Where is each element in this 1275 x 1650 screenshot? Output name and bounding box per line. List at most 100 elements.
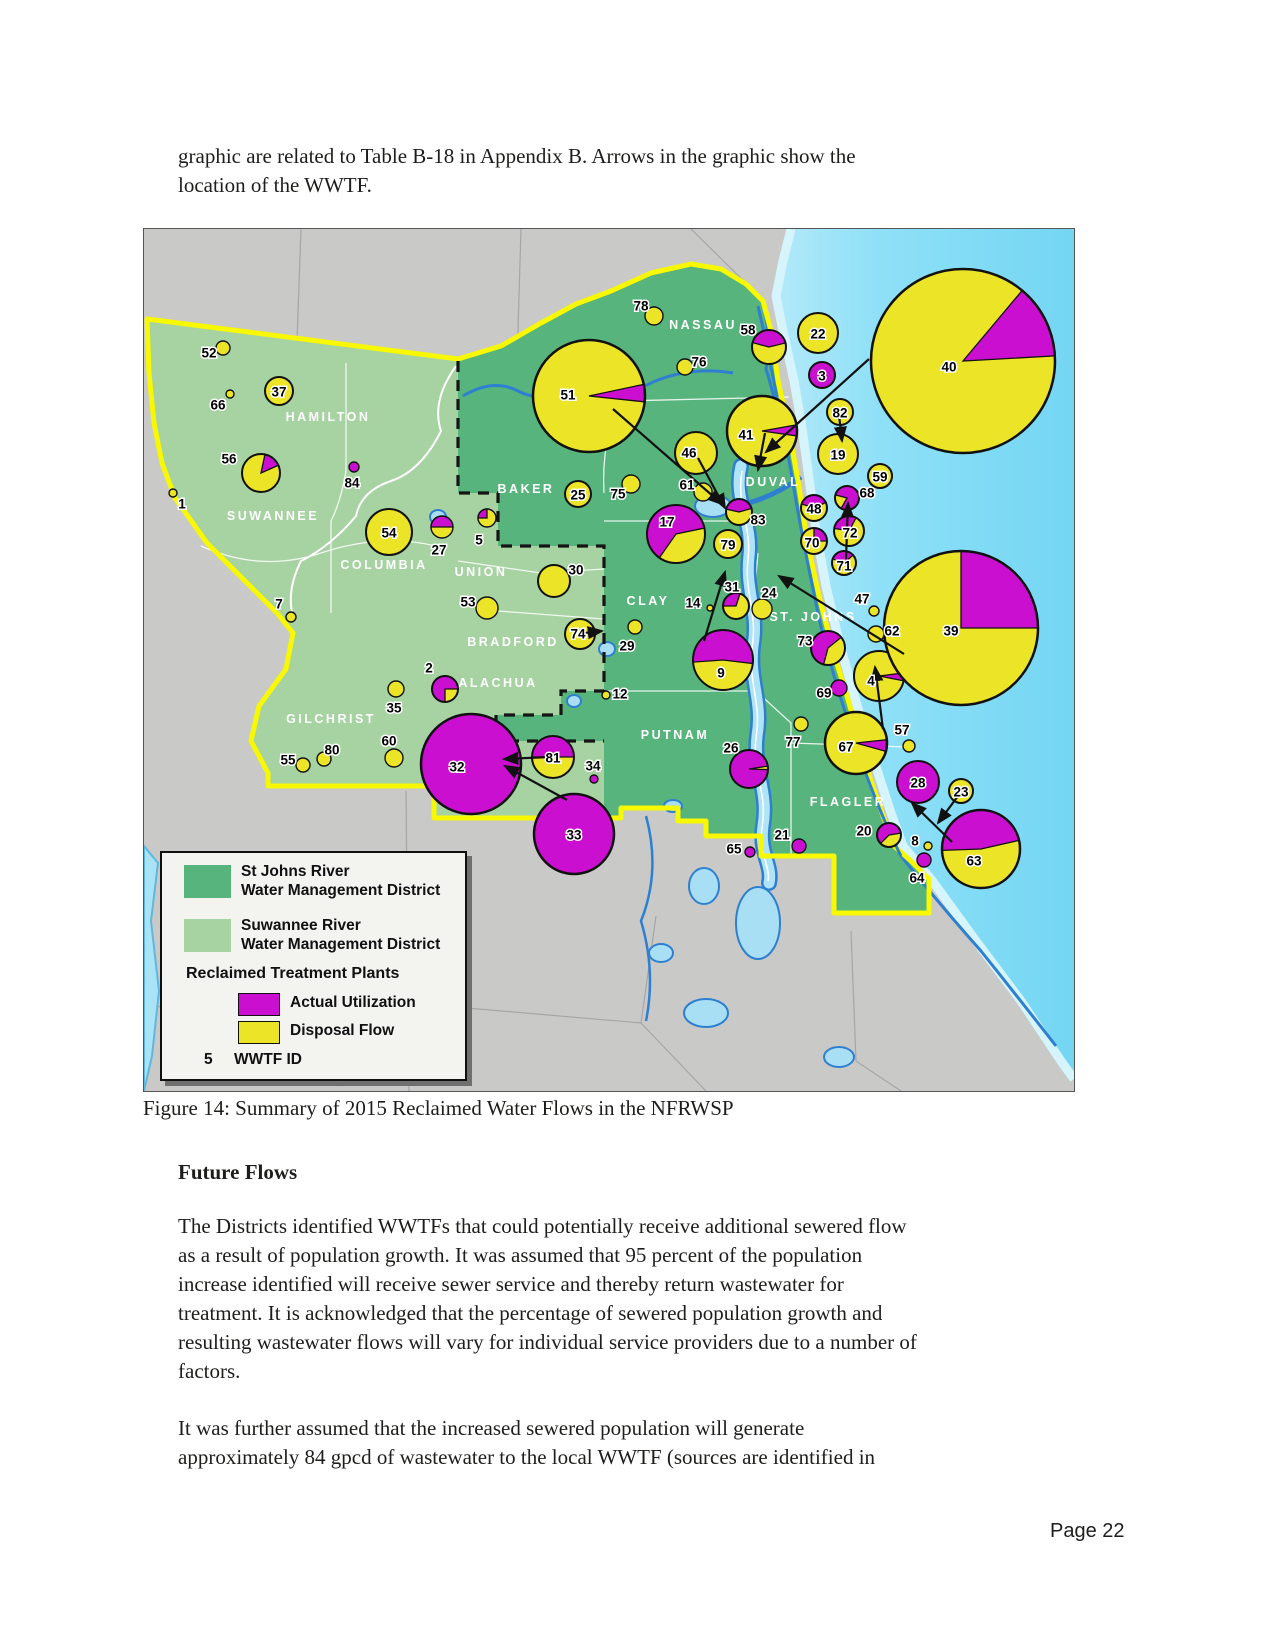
- wwtf-id-79: 79: [720, 538, 735, 553]
- wwtf-id-47: 47: [854, 592, 869, 607]
- wwtf-pie-84: [348, 461, 360, 473]
- county-labels-layer: HAMILTON SUWANNEE COLUMBIA BAKER UNION BRADFO…: [227, 318, 887, 809]
- wwtf-pie-66: [225, 389, 235, 399]
- county-label: GILCHRIST: [286, 712, 376, 726]
- wwtf-pie-58: [751, 329, 787, 365]
- wwtf-id-81: 81: [545, 751, 561, 766]
- wwtf-id-74: 74: [570, 627, 586, 642]
- disposal-flow-label: Disposal Flow: [290, 1022, 395, 1039]
- figure-caption: Figure 14: Summary of 2015 Reclaimed Wat…: [143, 1096, 734, 1120]
- wwtf-pie-63: [940, 808, 1022, 890]
- wwtf-pie-53: [475, 596, 499, 620]
- wwtf-id-83: 83: [750, 513, 766, 528]
- wwtf-id-53: 53: [460, 595, 476, 610]
- actual-utilization-label: Actual Utilization: [290, 994, 416, 1011]
- county-label: FLAGLER: [810, 795, 887, 809]
- wwtf-pie-25: [564, 480, 592, 508]
- wwtf-pie-30: [537, 564, 571, 598]
- wwtf-id-62: 62: [884, 624, 899, 639]
- wwtf-id-4: 4: [867, 674, 875, 689]
- wwtf-pie-72: [833, 515, 865, 547]
- wwtf-id-40: 40: [941, 360, 956, 375]
- page-number: Page 22: [1050, 1520, 1125, 1542]
- county-label: PUTNAM: [641, 728, 709, 742]
- county-label: UNION: [455, 565, 508, 579]
- wwtf-id-34: 34: [585, 759, 601, 774]
- wwtf-id-66: 66: [210, 398, 226, 413]
- wwtf-id-55: 55: [280, 753, 296, 768]
- wwtf-id-24: 24: [761, 586, 777, 601]
- wwtf-pie-3: [808, 361, 836, 389]
- county-label: BAKER: [498, 482, 555, 496]
- intro-paragraph: graphic are related to Table B-18 in App…: [178, 144, 856, 197]
- wwtf-pie-80: [316, 751, 332, 767]
- county-label: HAMILTON: [286, 410, 371, 424]
- wwtf-id-60: 60: [381, 734, 396, 749]
- wwtf-pie-83: [725, 498, 753, 526]
- wwtf-pie-8: [923, 841, 933, 851]
- county-label: ALACHUA: [458, 676, 537, 690]
- wwtf-pie-46: [674, 431, 718, 475]
- srwmd-label: Suwannee River Water Management District: [241, 917, 441, 953]
- wwtf-id-68: 68: [859, 486, 875, 501]
- wwtf-id-2: 2: [425, 661, 433, 676]
- wwtf-id-76: 76: [691, 355, 707, 370]
- wwtf-pie-79: [713, 529, 743, 559]
- wwtf-pie-23: [948, 778, 974, 804]
- wwtf-pie-69: [830, 679, 848, 697]
- map-legend: St Johns River Water Management District…: [160, 851, 467, 1081]
- wwtf-id-12: 12: [612, 687, 627, 702]
- county-label: SUWANNEE: [227, 509, 319, 523]
- wwtf-pie-26: [729, 749, 769, 789]
- wwtf-arrows-layer: [501, 358, 959, 843]
- wwtf-location-arrow: [870, 664, 885, 730]
- wwtf-id-3: 3: [818, 369, 826, 384]
- wwtf-pie-54: [365, 508, 413, 556]
- sjrwmd-swatch: [184, 865, 231, 898]
- wwtf-id-52: 52: [201, 346, 216, 361]
- wwtf-id-29: 29: [619, 639, 634, 654]
- wwtf-id-9: 9: [717, 666, 725, 681]
- wwtf-pie-37: [264, 376, 294, 406]
- wwtf-id-78: 78: [633, 299, 649, 314]
- wwtf-pie-31: [722, 592, 750, 620]
- wwtf-pie-60: [384, 748, 404, 768]
- wwtf-id-84: 84: [344, 476, 360, 491]
- wwtf-pie-33: [532, 792, 616, 876]
- wwtf-id-symbol: 5: [204, 1051, 213, 1068]
- wwtf-location-arrow: [840, 500, 855, 560]
- wwtf-id-67: 67: [838, 740, 853, 755]
- wwtf-location-arrow: [764, 358, 870, 454]
- wwtf-id-22: 22: [810, 327, 825, 342]
- wwtf-id-51: 51: [560, 388, 576, 403]
- wwtf-id-33: 33: [566, 828, 582, 843]
- wwtf-location-arrow: [584, 626, 605, 640]
- wwtf-id-39: 39: [943, 624, 958, 639]
- wwtf-location-arrow: [936, 795, 959, 825]
- wwtf-pie-29: [627, 619, 643, 635]
- wwtf-id-72: 72: [842, 526, 857, 541]
- wwtf-location-arrow: [833, 414, 847, 444]
- wwtf-id-26: 26: [723, 741, 739, 756]
- wwtf-pie-76: [676, 358, 694, 376]
- wwtf-location-arrow: [501, 751, 551, 765]
- wwtf-id-63: 63: [966, 854, 982, 869]
- body-paragraph-1: The Districts identified WWTFs that coul…: [178, 1214, 917, 1383]
- wwtf-id-56: 56: [221, 452, 237, 467]
- wwtf-id-71: 71: [836, 559, 852, 574]
- legend-section-title: Reclaimed Treatment Plants: [186, 965, 400, 982]
- wwtf-id-64: 64: [909, 871, 925, 886]
- wwtf-id-31: 31: [724, 580, 740, 595]
- wwtf-id-28: 28: [910, 776, 926, 791]
- county-label: CLAY: [627, 594, 670, 608]
- wwtf-pie-14: [706, 604, 714, 612]
- wwtf-pie-1: [168, 488, 178, 498]
- wwtf-id-75: 75: [610, 487, 626, 502]
- pie-id-labels-layer: 1234578912141719202122232425262728293031…: [177, 297, 984, 887]
- wwtf-id-54: 54: [381, 526, 397, 541]
- wwtf-location-arrow: [754, 432, 768, 473]
- wwtf-pie-71: [831, 550, 857, 576]
- county-label: COLUMBIA: [340, 558, 427, 572]
- wwtf-id-23: 23: [953, 785, 969, 800]
- wwtf-id-label: WWTF ID: [234, 1051, 303, 1068]
